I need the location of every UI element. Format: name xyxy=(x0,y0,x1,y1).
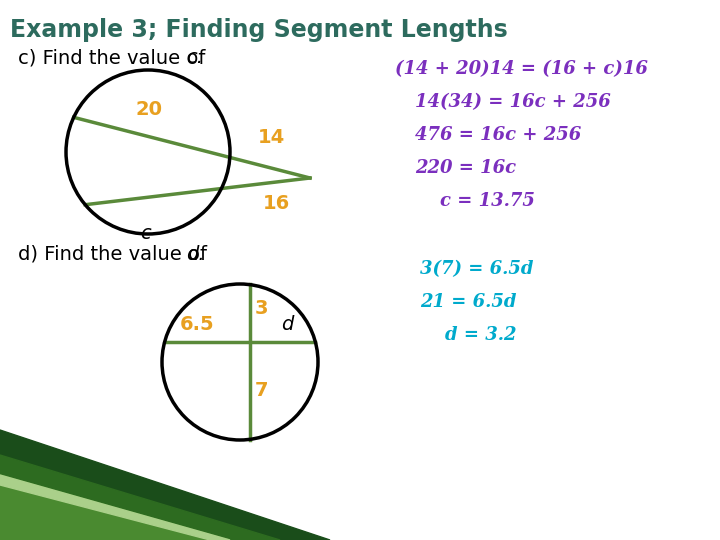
Polygon shape xyxy=(0,430,330,540)
Text: d: d xyxy=(282,315,294,334)
Polygon shape xyxy=(0,475,230,540)
Polygon shape xyxy=(0,475,230,540)
Text: Example 3; Finding Segment Lengths: Example 3; Finding Segment Lengths xyxy=(10,18,508,42)
Text: 476 = 16c + 256: 476 = 16c + 256 xyxy=(415,126,581,144)
Text: c.: c. xyxy=(186,48,203,67)
Text: 220 = 16c: 220 = 16c xyxy=(415,159,516,177)
Text: 14(34) = 16c + 256: 14(34) = 16c + 256 xyxy=(415,93,611,111)
Text: c) Find the value of: c) Find the value of xyxy=(18,48,212,67)
Text: 21 = 6.5d: 21 = 6.5d xyxy=(420,293,516,311)
Text: d) Find the value of: d) Find the value of xyxy=(18,245,213,264)
Text: 20: 20 xyxy=(136,100,163,119)
Polygon shape xyxy=(0,455,280,540)
Text: 7: 7 xyxy=(255,381,269,401)
Text: d = 3.2: d = 3.2 xyxy=(445,326,516,344)
Text: 14: 14 xyxy=(258,129,285,147)
Text: 3(7) = 6.5d: 3(7) = 6.5d xyxy=(420,260,534,278)
Text: 3: 3 xyxy=(255,299,269,318)
Text: 16: 16 xyxy=(263,194,289,213)
Text: d.: d. xyxy=(186,245,204,264)
Text: (14 + 20)14 = (16 + c)16: (14 + 20)14 = (16 + c)16 xyxy=(395,60,648,78)
Text: 6.5: 6.5 xyxy=(180,315,215,334)
Text: c: c xyxy=(140,224,150,243)
Text: c = 13.75: c = 13.75 xyxy=(440,192,535,210)
